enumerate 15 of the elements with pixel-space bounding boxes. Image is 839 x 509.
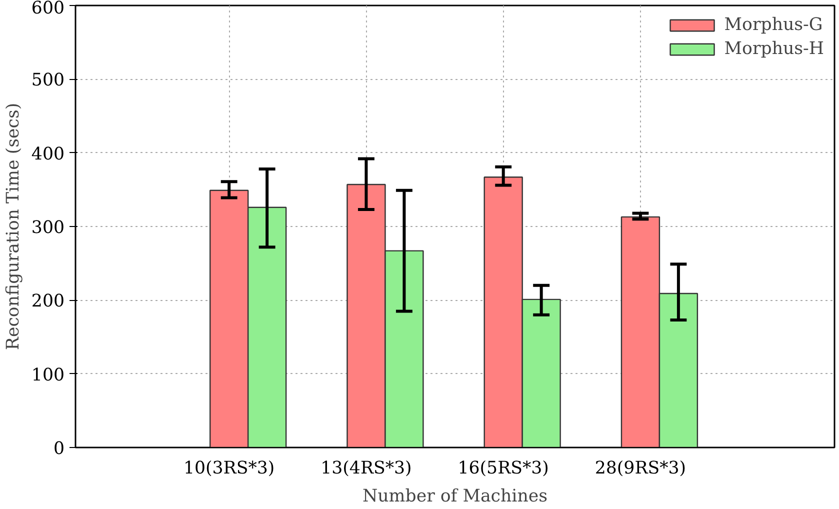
y-tick-label: 400	[31, 144, 65, 164]
y-axis-title: Reconfiguration Time (secs)	[3, 102, 24, 350]
x-tick-label: 16(5RS*3)	[458, 458, 549, 478]
x-axis-title: Number of Machines	[362, 486, 548, 506]
legend-label: Morphus-H	[724, 39, 824, 59]
y-tick-label: 200	[31, 292, 65, 312]
x-tick-label: 10(3RS*3)	[183, 458, 275, 478]
y-tick-label: 300	[31, 218, 65, 238]
legend-label: Morphus-G	[724, 15, 823, 35]
x-tick-label: 28(9RS*3)	[594, 458, 686, 478]
y-tick-label: 100	[31, 365, 65, 386]
y-tick-label: 600	[31, 0, 65, 18]
y-tick-label: 500	[31, 70, 65, 91]
y-tick-label: 0	[53, 439, 65, 459]
x-tick-label: 13(4RS*3)	[320, 458, 412, 478]
